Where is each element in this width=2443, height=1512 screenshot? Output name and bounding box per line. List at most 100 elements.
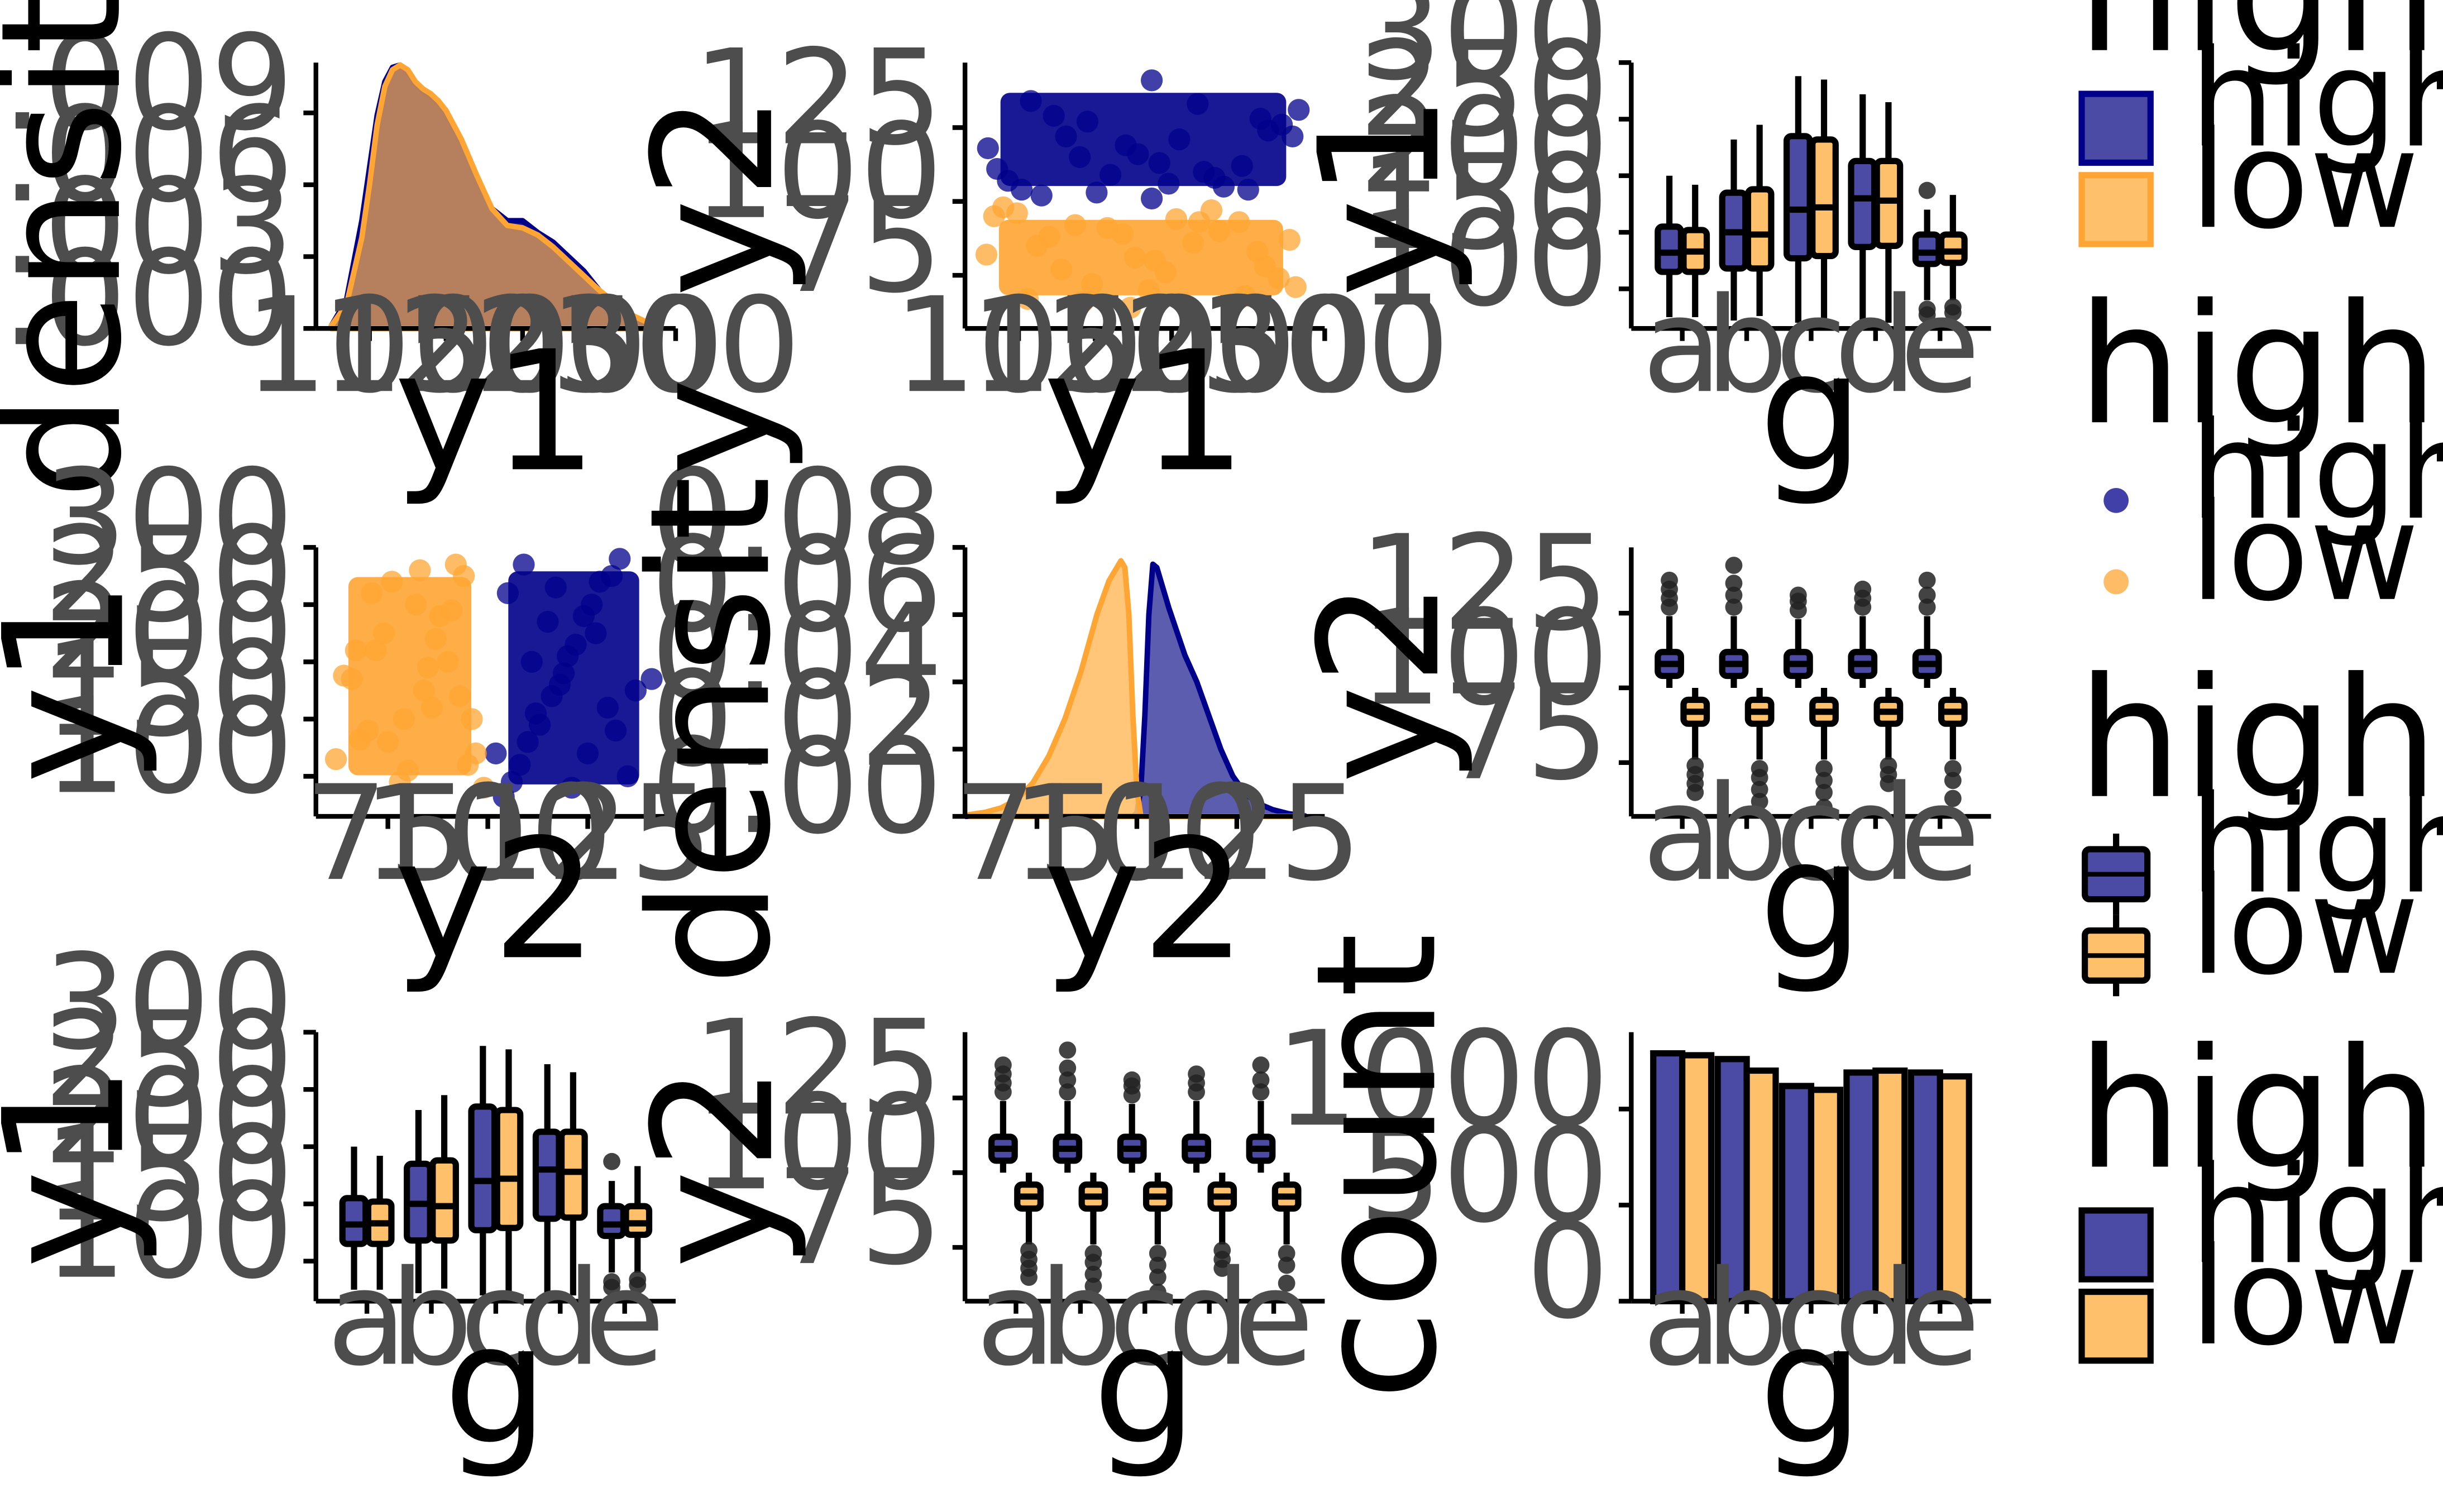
box-high-a <box>1655 571 1684 688</box>
outlier <box>1918 586 1936 604</box>
point-low <box>1182 232 1204 254</box>
point-high <box>1148 152 1170 174</box>
data-layer <box>324 548 663 808</box>
point-low <box>1234 285 1256 307</box>
x-tick-label: a <box>1642 1242 1723 1395</box>
outlier <box>1918 181 1936 199</box>
outlier <box>603 1152 621 1170</box>
point-low <box>417 657 439 679</box>
box <box>468 1103 498 1233</box>
y-tick-label: 300 <box>44 927 294 1079</box>
point-low <box>472 777 495 799</box>
point-low <box>1050 258 1073 281</box>
x-tick-label: c <box>1775 758 1847 910</box>
y-tick-label: 100 <box>44 671 294 823</box>
outlier <box>1278 1256 1295 1274</box>
x-axis-title: y2 <box>1043 803 1247 997</box>
outlier <box>1725 586 1743 604</box>
point-low <box>361 582 383 604</box>
outlier <box>1149 1256 1166 1274</box>
y-tick-label: 150 <box>44 1098 294 1251</box>
outlier <box>1059 1059 1077 1077</box>
point-high <box>576 742 599 764</box>
legend-key-high <box>2078 1207 2154 1283</box>
legend-label-low: low <box>2189 1218 2419 1375</box>
x-tick-label: 125 <box>1111 758 1362 910</box>
point-low <box>457 754 479 776</box>
x-axis-title: y1 <box>394 315 598 509</box>
point-high <box>1288 99 1310 121</box>
point-low <box>444 553 467 576</box>
point-low <box>1188 211 1211 233</box>
bar-low-a <box>1679 1052 1715 1305</box>
x-tick-label: a <box>1642 270 1723 422</box>
outlier <box>1213 1260 1231 1277</box>
x-tick-label: b <box>1705 270 1788 422</box>
x-tick-label: b <box>390 1242 473 1395</box>
x-axis-title: g <box>1758 803 1863 997</box>
point-high <box>609 548 631 570</box>
y-tick-label: 1000 <box>1275 1003 1609 1156</box>
outlier <box>1123 1071 1141 1089</box>
point-high <box>537 611 559 633</box>
box-high-e <box>1912 181 1942 324</box>
x-tick-label: e <box>1900 1242 1981 1395</box>
x-tick-label: 200 <box>397 270 648 422</box>
y-axis-title: density <box>0 0 159 499</box>
outlier <box>603 1279 621 1296</box>
point-low <box>1124 246 1146 269</box>
box <box>1744 186 1775 272</box>
point-high <box>605 719 627 741</box>
point-low <box>1278 228 1301 251</box>
y-tick-label: 300 <box>1359 0 1609 109</box>
legend-key-low <box>2078 172 2154 247</box>
point-high <box>509 754 531 776</box>
box-low-d <box>1873 687 1904 792</box>
box-low-a <box>365 1156 395 1290</box>
x-tick-label: e <box>1900 270 1981 422</box>
y-axis-title: density <box>614 378 807 986</box>
x-tick-label: 250 <box>1123 270 1374 422</box>
point-high <box>496 582 519 604</box>
box <box>1848 157 1878 250</box>
y-tick-label: 0.006 <box>0 79 294 232</box>
legend-swatch <box>2078 1289 2154 1364</box>
outlier <box>1751 769 1768 786</box>
box-high-c <box>1783 76 1813 323</box>
box-low-b <box>1744 125 1775 316</box>
point-high <box>1168 128 1191 151</box>
x-tick-label: c <box>460 1242 532 1395</box>
point-high <box>1099 164 1122 186</box>
y-tick-label: 125 <box>692 22 943 175</box>
x-tick-label: d <box>1834 758 1917 910</box>
outlier <box>994 1056 1012 1074</box>
y-tick-label: 0.00 <box>651 711 943 863</box>
point-low <box>324 748 347 771</box>
legend-label-high: high <box>2189 767 2443 924</box>
y-axis-title: count <box>1280 933 1474 1401</box>
x-tick-label: d <box>519 1242 602 1395</box>
outlier <box>1252 1071 1270 1089</box>
point-low <box>424 628 447 650</box>
legend-point <box>2103 569 2129 595</box>
point-high <box>513 553 535 576</box>
outlier <box>1188 1065 1205 1083</box>
point-high <box>541 685 563 707</box>
x-axis-title: g <box>1758 1288 1863 1481</box>
x-tick-label: b <box>1705 1242 1788 1395</box>
outlier <box>1149 1283 1166 1301</box>
box-high-a <box>339 1146 369 1290</box>
point-high <box>1193 161 1215 183</box>
point-high <box>977 137 999 160</box>
legend-label-low: low <box>2189 102 2419 259</box>
y-tick-label: 200 <box>44 556 294 709</box>
point-high <box>561 777 583 799</box>
point-high <box>585 622 607 644</box>
y-axis-title: y1 <box>0 1065 161 1269</box>
box <box>429 1157 459 1244</box>
